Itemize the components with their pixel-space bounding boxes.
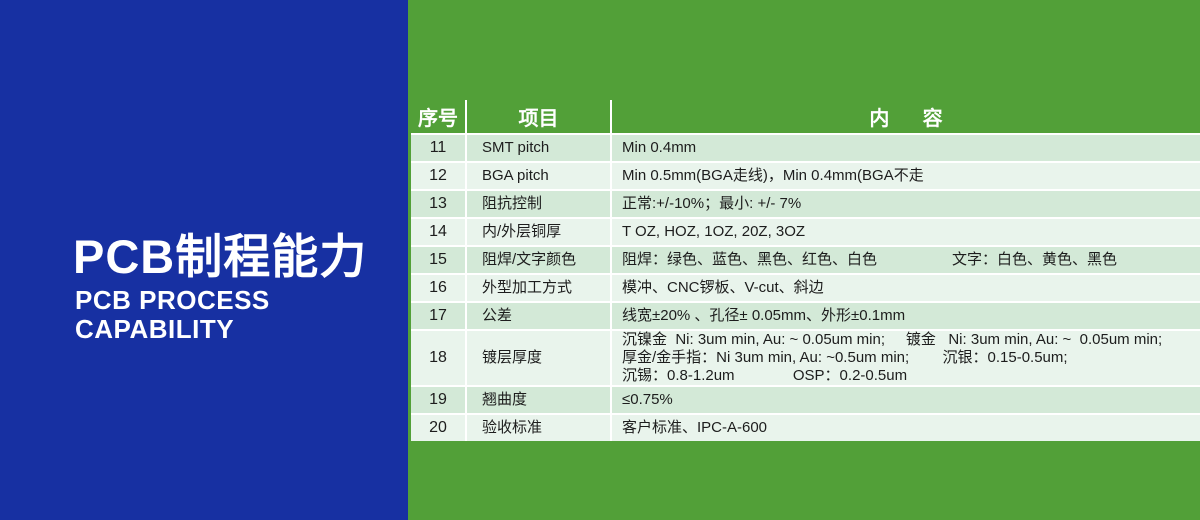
- row-content: 线宽±20% 、孔径± 0.05mm、外形±0.1mm: [612, 303, 1200, 329]
- row-content-line: 厚金/金手指：Ni 3um min, Au: ~0.5um min; 沉银：0.…: [622, 349, 1068, 366]
- page-subtitle-line2: CAPABILITY: [75, 314, 235, 344]
- row-item: BGA pitch: [467, 163, 610, 189]
- column-header-no: 序号: [411, 100, 465, 133]
- row-content: 客户标准、IPC-A-600: [612, 415, 1200, 441]
- row-number: 11: [411, 135, 465, 161]
- row-number: 13: [411, 191, 465, 217]
- row-content: Min 0.5mm(BGA走线)，Min 0.4mm(BGA不走: [612, 163, 1200, 189]
- row-content: ≤0.75%: [612, 387, 1200, 413]
- row-number: 15: [411, 247, 465, 273]
- row-content-line: 阻焊：绿色、蓝色、黑色、红色、白色 文字：白色、黄色、黑色: [622, 251, 1118, 268]
- row-item: 公差: [467, 303, 610, 329]
- row-number: 14: [411, 219, 465, 245]
- row-content-line: Min 0.5mm(BGA走线)，Min 0.4mm(BGA不走: [622, 167, 924, 184]
- row-number: 17: [411, 303, 465, 329]
- row-number: 16: [411, 275, 465, 301]
- row-number: 18: [411, 331, 465, 385]
- row-content-line: ≤0.75%: [622, 391, 673, 408]
- column-header-item: 项目: [467, 100, 610, 133]
- row-item: 外型加工方式: [467, 275, 610, 301]
- row-content-line: 正常:+/-10%；最小: +/- 7%: [622, 195, 802, 212]
- row-item: 内/外层铜厚: [467, 219, 610, 245]
- page-subtitle: PCB PROCESS CAPABILITY: [75, 286, 270, 344]
- row-content: 阻焊：绿色、蓝色、黑色、红色、白色 文字：白色、黄色、黑色: [612, 247, 1200, 273]
- row-item: 阻焊/文字颜色: [467, 247, 610, 273]
- page-title: PCB制程能力: [73, 230, 368, 283]
- row-content-line: 沉锡：0.8-1.2um OSP：0.2-0.5um: [622, 367, 908, 384]
- row-content-line: Min 0.4mm: [622, 139, 697, 156]
- row-number: 20: [411, 415, 465, 441]
- row-content-line: 线宽±20% 、孔径± 0.05mm、外形±0.1mm: [622, 307, 906, 324]
- left-title-panel: PCB制程能力 PCB PROCESS CAPABILITY: [0, 0, 408, 520]
- row-number: 12: [411, 163, 465, 189]
- page-subtitle-line1: PCB PROCESS: [75, 285, 270, 315]
- row-content: 沉镍金 Ni: 3um min, Au: ~ 0.05um min; 镀金 Ni…: [612, 331, 1200, 385]
- row-content-line: T OZ, HOZ, 1OZ, 20Z, 3OZ: [622, 223, 806, 240]
- row-item: 镀层厚度: [467, 331, 610, 385]
- row-content: Min 0.4mm: [612, 135, 1200, 161]
- column-header-content: 内 容: [612, 100, 1200, 133]
- row-content-line: 模冲、CNC锣板、V-cut、斜边: [622, 279, 824, 296]
- row-content-line: 客户标准、IPC-A-600: [622, 419, 768, 436]
- row-content: 模冲、CNC锣板、V-cut、斜边: [612, 275, 1200, 301]
- row-item: 翘曲度: [467, 387, 610, 413]
- row-content: T OZ, HOZ, 1OZ, 20Z, 3OZ: [612, 219, 1200, 245]
- row-item: 阻抗控制: [467, 191, 610, 217]
- row-item: 验收标准: [467, 415, 610, 441]
- row-item: SMT pitch: [467, 135, 610, 161]
- row-content: 正常:+/-10%；最小: +/- 7%: [612, 191, 1200, 217]
- capability-table: 序号 项目 内 容 11 SMT pitch Min 0.4mm 12 BGA pitc…: [411, 100, 1200, 441]
- row-number: 19: [411, 387, 465, 413]
- row-content-line: 沉镍金 Ni: 3um min, Au: ~ 0.05um min; 镀金 Ni…: [622, 331, 1163, 348]
